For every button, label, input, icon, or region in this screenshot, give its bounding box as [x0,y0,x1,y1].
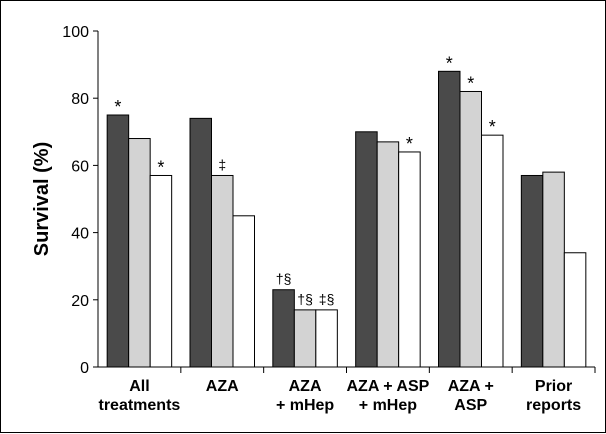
bar [315,309,338,368]
category-label: AZA + [448,378,494,395]
bar [272,289,295,368]
bar [232,215,255,368]
y-axis-label: Survival (%) [31,142,53,256]
bar [128,138,151,368]
bar [563,252,587,368]
axes [97,31,595,368]
bar [149,174,173,368]
y-tick-label: 0 [80,360,89,377]
bar [189,117,212,368]
category-label: AZA [289,378,322,395]
y-tick-label: 100 [62,24,89,41]
y-tick-label: 60 [71,158,89,175]
significance-mark: * [467,73,474,93]
category-label: ASP [454,397,487,414]
bar [542,171,565,368]
category-label: All [129,378,149,395]
significance-mark: * [406,134,413,154]
bar [398,151,421,368]
y-tick-label: 80 [71,91,89,108]
category-label: AZA [206,378,239,395]
significance-marks: * * ‡ †§ †§ ‡§ * * * * [114,53,495,307]
category-label: treatments [99,397,181,414]
x-category-labels: All treatments AZA AZA + mHep AZA + ASP + mHep… [99,378,582,414]
bar [376,141,400,368]
significance-mark: * [157,157,164,177]
bar [293,309,317,368]
y-axis-label-group: Survival (%) [31,142,53,256]
significance-mark: * [114,97,121,117]
y-tick-label: 40 [71,226,89,243]
bar [520,174,544,368]
bars [106,70,596,373]
y-ticks: 0 20 40 60 80 100 [62,24,98,377]
y-tick-label: 20 [71,293,89,310]
bar [211,174,234,368]
category-label: AZA + ASP [347,378,430,395]
category-label: reports [526,397,581,414]
category-label: + mHep [359,397,417,414]
significance-mark: †§ [297,291,313,307]
bar [355,131,378,368]
category-label: Prior [535,378,572,395]
bar [481,134,504,368]
bar [438,70,461,368]
bar [459,90,482,368]
category-label: + mHep [276,397,334,414]
significance-mark: ‡§ [319,291,335,307]
bar [106,114,130,368]
significance-mark: * [489,117,496,137]
significance-mark: †§ [276,271,292,287]
significance-mark: * [446,53,453,73]
significance-mark: ‡ [218,156,226,172]
